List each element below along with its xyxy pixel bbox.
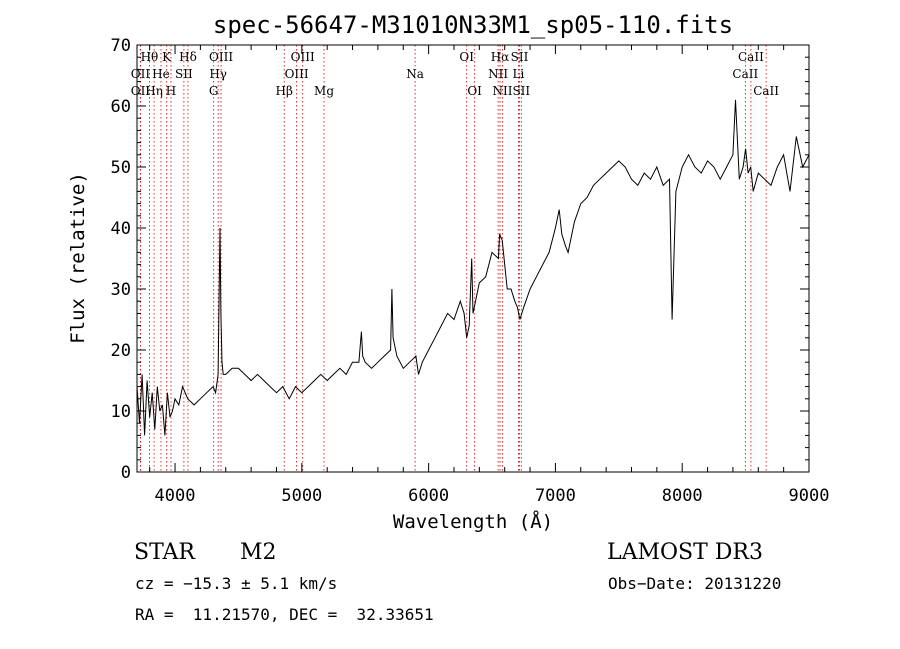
y-tick-label-3: 30 <box>111 280 131 300</box>
line-label-15: Mg <box>314 84 334 98</box>
line-label-12: Hβ <box>276 84 293 98</box>
line-label-0: Hθ <box>141 50 159 64</box>
line-label-4: He <box>152 67 170 81</box>
line-label-23: Li <box>512 67 524 81</box>
line-label-9: OIII <box>209 50 233 64</box>
y-tick-label-7: 70 <box>111 36 131 56</box>
y-tick-label-6: 60 <box>111 97 131 117</box>
plot-frame <box>136 44 810 473</box>
observation-date: Obs−Date: 20131220 <box>608 574 782 593</box>
line-label-16: Na <box>406 67 424 81</box>
line-label-11: G <box>209 84 219 98</box>
x-axis-ticks: 4000 5000 6000 7000 8000 9000 <box>149 45 830 506</box>
y-tick-label-4: 40 <box>111 219 131 239</box>
line-label-21: NII <box>493 84 513 98</box>
object-subclass: M2 <box>240 540 277 565</box>
redshift-cz: cz = −15.3 ± 5.1 km/s <box>135 574 338 593</box>
emission-lines <box>140 45 767 472</box>
y-axis-ticks: 0 10 20 30 40 50 60 70 <box>111 36 809 483</box>
line-label-19: Hα <box>491 50 510 64</box>
spectrum-chart: spec-56647-M31010N33M1_sp05-110.fits Hθ O… <box>67 11 830 533</box>
coordinates: RA = 11.21570, DEC = 32.33651 <box>135 605 434 624</box>
line-label-25: CaII <box>738 50 764 64</box>
line-label-17: OI <box>459 50 474 64</box>
line-label-6: H <box>166 84 176 98</box>
survey-name: LAMOST DR3 <box>607 540 763 565</box>
x-tick-label-3: 7000 <box>535 486 576 506</box>
x-tick-label-4: 8000 <box>662 486 703 506</box>
line-label-26: CaII <box>732 67 758 81</box>
line-label-10: Hγ <box>209 67 227 81</box>
x-tick-label-1: 5000 <box>281 486 322 506</box>
x-tick-label-5: 9000 <box>789 486 830 506</box>
y-axis-label: Flux (relative) <box>67 172 89 344</box>
line-label-1: OII <box>131 67 151 81</box>
line-label-3: Hη <box>145 84 163 98</box>
line-label-20: NII <box>488 67 508 81</box>
chart-title: spec-56647-M31010N33M1_sp05-110.fits <box>213 11 733 39</box>
line-label-18: OI <box>467 84 482 98</box>
y-tick-label-2: 20 <box>111 341 131 361</box>
x-tick-label-0: 4000 <box>155 486 196 506</box>
line-label-13: OIII <box>291 50 315 64</box>
line-label-22: SII <box>511 50 529 64</box>
object-class: STAR <box>134 540 195 565</box>
line-label-24: SII <box>512 84 530 98</box>
x-tick-label-2: 6000 <box>408 486 449 506</box>
y-tick-label-0: 0 <box>121 463 131 483</box>
line-label-8: Hδ <box>179 50 197 64</box>
line-label-14: OIII <box>285 67 309 81</box>
y-tick-label-5: 50 <box>111 158 131 178</box>
line-label-7: SII <box>175 67 193 81</box>
flux-series-line <box>136 99 810 436</box>
line-label-27: CaII <box>753 84 779 98</box>
x-axis-label: Wavelength (Å) <box>393 510 553 533</box>
line-label-5: K <box>162 50 172 64</box>
y-tick-label-1: 10 <box>111 402 131 422</box>
line-label-2: OII <box>131 84 151 98</box>
